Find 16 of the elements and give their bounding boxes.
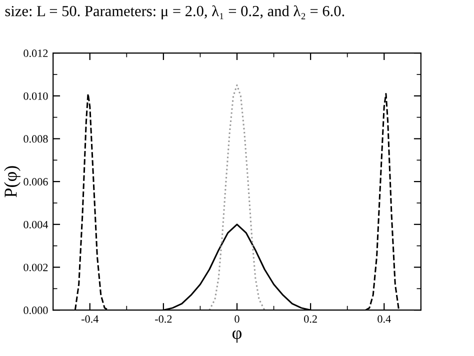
x-tick-label: -0.2 — [155, 315, 172, 323]
x-tick-label: -0.4 — [81, 315, 98, 323]
y-tick-label: 0.004 — [24, 220, 48, 228]
x-axis-title: φ — [232, 330, 242, 343]
y-axis-title: P(φ) — [4, 166, 20, 198]
y-tick-label: 0.000 — [24, 306, 48, 314]
y-tick-label: 0.008 — [24, 135, 48, 143]
y-tick-label: 0.010 — [24, 92, 48, 100]
y-tick-label: 0.012 — [24, 50, 48, 58]
y-tick-label: 0.002 — [24, 264, 48, 272]
text: size: L = 50. Parameters: μ = 2.0, λ₁ = 0.2, and λ₂ = 6.0. — [5, 5, 344, 20]
x-tick-label: 0.2 — [304, 315, 317, 323]
x-tick-label: 0 — [234, 315, 240, 323]
line-series — [208, 84, 266, 310]
x-tick-label: 0.4 — [378, 315, 391, 323]
y-tick-label: 0.006 — [24, 178, 48, 186]
